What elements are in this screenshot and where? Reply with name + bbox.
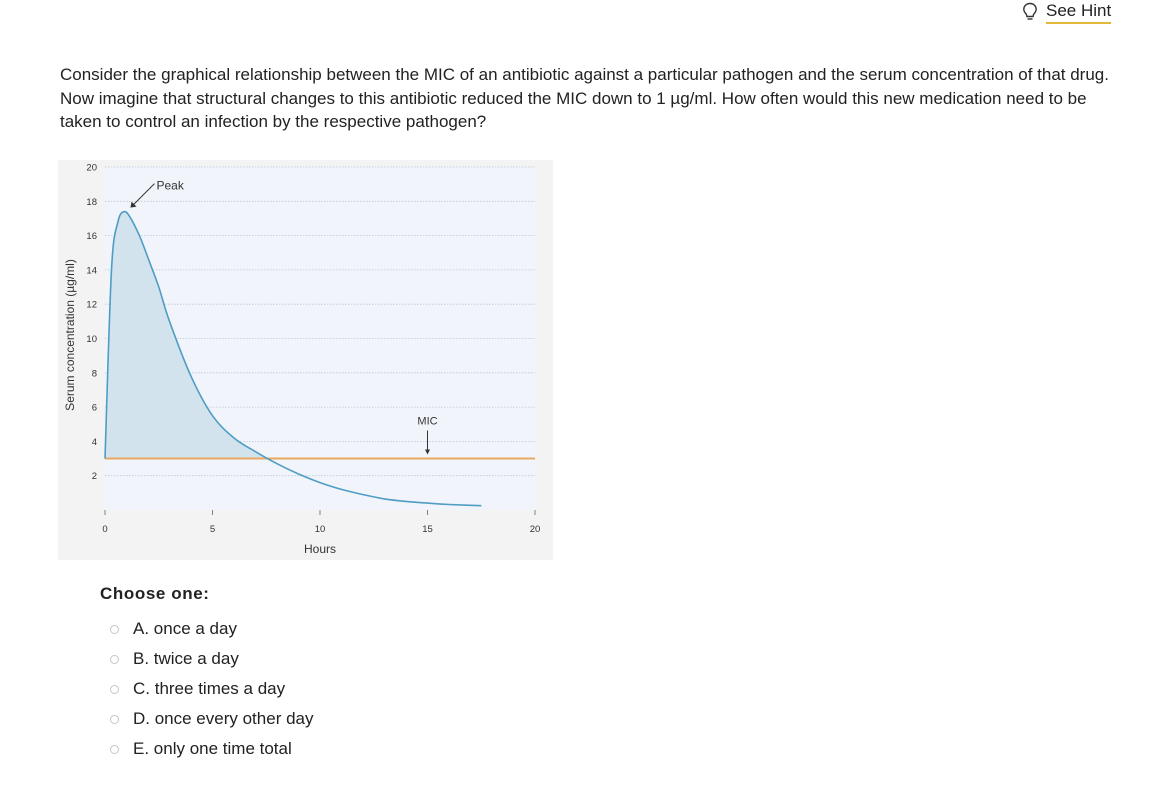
x-tick-label: 10 bbox=[315, 524, 326, 535]
x-tick-label: 20 bbox=[530, 524, 541, 535]
choose-one-label: Choose one: bbox=[100, 584, 210, 603]
option-c-label[interactable]: C. three times a day bbox=[133, 679, 286, 698]
y-tick-label: 16 bbox=[86, 231, 97, 242]
question-text: Consider the graphical relationship betw… bbox=[60, 65, 1109, 131]
y-tick-label: 18 bbox=[86, 197, 97, 208]
option-b-label[interactable]: B. twice a day bbox=[133, 649, 239, 668]
concentration-curve bbox=[104, 210, 482, 507]
peak-arrow bbox=[132, 183, 155, 206]
x-tick-label: 5 bbox=[210, 524, 215, 535]
radio-b[interactable] bbox=[110, 654, 119, 664]
y-tick-label: 14 bbox=[86, 265, 97, 276]
option-e-label[interactable]: E. only one time total bbox=[133, 739, 292, 758]
x-axis-label: Hours bbox=[304, 542, 336, 556]
y-tick-label: 8 bbox=[92, 368, 97, 379]
radio-c[interactable] bbox=[110, 684, 119, 694]
radio-d[interactable] bbox=[110, 714, 119, 724]
radio-a[interactable] bbox=[110, 624, 119, 634]
option-b[interactable]: B. twice a day bbox=[110, 644, 313, 674]
y-tick-label: 12 bbox=[86, 300, 97, 311]
option-d[interactable]: D. once every other day bbox=[110, 704, 313, 734]
peak-label: Peak bbox=[157, 179, 185, 193]
y-tick-label: 10 bbox=[86, 334, 97, 345]
see-hint-label[interactable]: See Hint bbox=[1046, 1, 1112, 24]
y-axis-label: Serum concentration (µg/ml) bbox=[63, 259, 77, 411]
y-tick-label: 6 bbox=[92, 403, 97, 414]
y-tick-label: 20 bbox=[86, 163, 97, 174]
peak-arrowhead bbox=[130, 201, 137, 208]
y-tick-label: 4 bbox=[92, 437, 97, 448]
answer-options: A. once a day B. twice a day C. three ti… bbox=[110, 614, 313, 764]
concentration-area bbox=[105, 211, 268, 459]
option-a[interactable]: A. once a day bbox=[110, 614, 313, 644]
serum-concentration-chart: 0 5 10 15 20 2 4 6 8 10 12 14 16 18 20 Hours Serum co… bbox=[58, 160, 553, 560]
option-d-label[interactable]: D. once every other day bbox=[133, 709, 314, 728]
see-hint-button[interactable]: See Hint bbox=[1022, 0, 1112, 24]
mic-label: MIC bbox=[417, 416, 437, 428]
option-e[interactable]: E. only one time total bbox=[110, 734, 313, 764]
lightbulb-icon bbox=[1023, 2, 1037, 20]
radio-e[interactable] bbox=[110, 744, 119, 754]
option-c[interactable]: C. three times a day bbox=[110, 674, 313, 704]
mic-arrowhead bbox=[425, 449, 430, 455]
x-tick-label: 0 bbox=[102, 524, 107, 535]
y-tick-label: 2 bbox=[92, 471, 97, 482]
option-a-label[interactable]: A. once a day bbox=[133, 619, 237, 638]
x-tick-label: 15 bbox=[422, 524, 433, 535]
